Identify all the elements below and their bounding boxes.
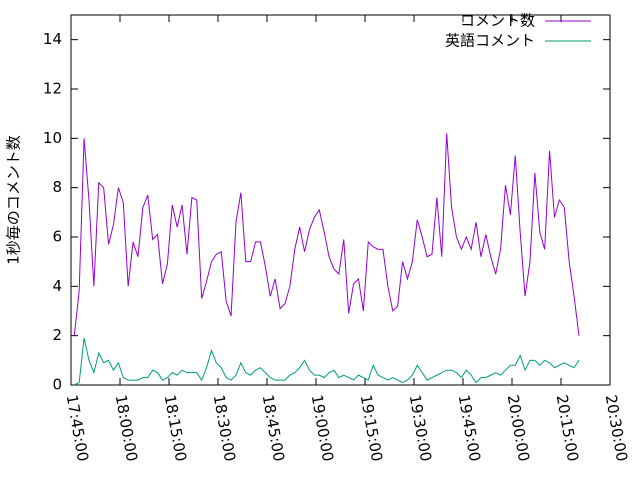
y-tick-label: 14 [43, 30, 62, 48]
y-tick-label: 8 [52, 178, 62, 196]
y-tick-label: 4 [52, 277, 62, 295]
y-tick-label: 0 [52, 376, 62, 394]
y-tick-label: 12 [43, 80, 62, 98]
y-tick-label: 2 [52, 326, 62, 344]
data-line [73, 133, 580, 336]
legend-label: 英語コメント [445, 32, 535, 50]
y-tick-label: 10 [43, 129, 62, 147]
data-line [74, 338, 580, 386]
legend-label: コメント数 [460, 12, 535, 30]
y-axis-label: 1秒毎のコメント数 [5, 135, 23, 265]
plot-border [70, 14, 611, 386]
y-tick-label: 6 [52, 228, 62, 246]
